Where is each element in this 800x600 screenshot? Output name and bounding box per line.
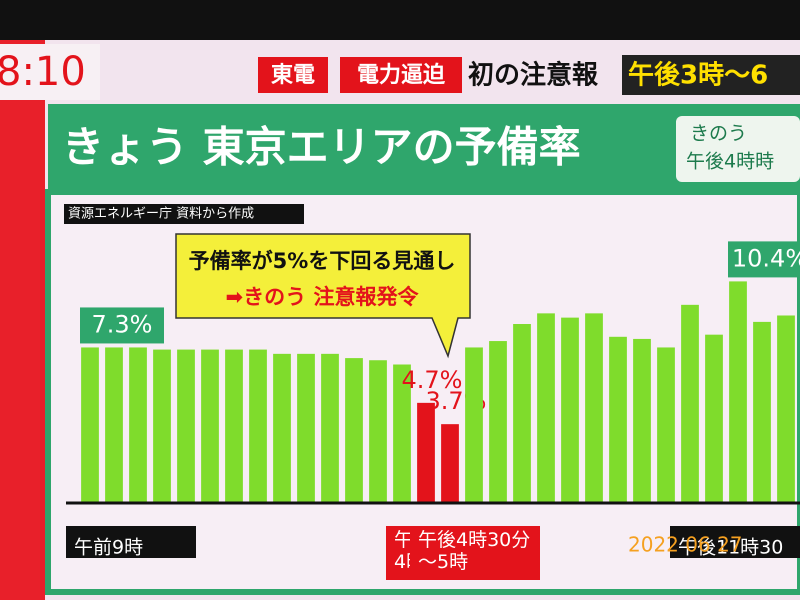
bar [777, 315, 795, 503]
bar [345, 358, 363, 503]
title-band [48, 104, 800, 192]
bar [201, 349, 219, 503]
bar [417, 402, 435, 503]
time-box [622, 55, 800, 95]
plot: 7.3%午前9時4.7%午後4時～4時30分3.7%午後4時30分～5時10.4… [66, 241, 800, 580]
bar [489, 341, 507, 503]
bar [369, 360, 387, 503]
x-tick-label: 午前9時 [74, 537, 143, 559]
bar [633, 338, 651, 503]
annotation: 予備率が5%を下回る見通し [189, 249, 456, 273]
bar [441, 424, 459, 503]
x-tick: 午前9時 [66, 526, 196, 559]
side-note-box [676, 116, 800, 182]
x-tick-box [670, 526, 800, 558]
x-tick: 午後11時30 [670, 526, 800, 559]
bar [249, 349, 267, 503]
tag: 電力逼迫 [357, 62, 446, 88]
bar [153, 349, 171, 503]
bar [129, 347, 147, 503]
bar [465, 347, 483, 503]
headline: 初の注意報 [468, 60, 599, 91]
bar [225, 349, 243, 503]
bar [177, 349, 195, 503]
bar [321, 353, 339, 503]
bar [729, 281, 747, 503]
annotation: ➡きのう 注意報発令 [226, 285, 420, 309]
clock-box [0, 44, 100, 100]
date-stamp: 2022 06 27 [628, 533, 743, 557]
bar [537, 313, 555, 503]
bar [513, 324, 531, 503]
bar [753, 321, 771, 503]
bar [657, 347, 675, 503]
tag: 東電 [271, 63, 315, 88]
tag-box [340, 57, 462, 93]
x-tick-label: 午後4時30分～5時 [418, 529, 530, 573]
x-tick-box [66, 526, 196, 558]
tag-box [258, 57, 328, 93]
bar [81, 347, 99, 503]
bar [609, 336, 627, 503]
bar [561, 317, 579, 503]
left-strip [0, 40, 45, 600]
value-label: 4.7% [402, 366, 463, 394]
headline-time: 午後3時～6 [628, 60, 768, 91]
value-label: 10.4% [732, 244, 800, 272]
bar [705, 334, 723, 503]
bar [105, 347, 123, 503]
x-tick-label: 午後11時30 [678, 537, 783, 559]
callout [175, 233, 471, 359]
bar [585, 313, 603, 503]
bar [273, 353, 291, 503]
bar [297, 353, 315, 503]
chart-title: きょう 東京エリアの予備率 [62, 123, 581, 172]
side-note: 午後4時時 [686, 151, 774, 173]
value-label-box [80, 307, 164, 344]
source: 資源エネルギー庁 資料から作成 [68, 207, 254, 222]
side-note: きのう [690, 123, 747, 145]
x-tick: 午後4時30分～5時 [410, 526, 540, 580]
x-tick-box [410, 526, 540, 580]
value-label: 7.3% [92, 310, 153, 338]
clock: 8:10 [0, 49, 86, 95]
bar [393, 364, 411, 503]
source-box [64, 204, 304, 224]
bar [681, 304, 699, 503]
value-label-box [728, 241, 800, 278]
